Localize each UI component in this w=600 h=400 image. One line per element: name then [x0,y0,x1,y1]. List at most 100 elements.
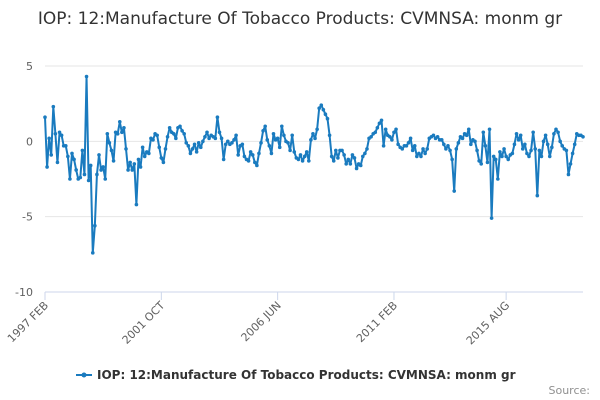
data-point[interactable] [394,127,398,132]
data-point[interactable] [178,124,182,129]
data-point[interactable] [539,154,544,159]
data-point[interactable] [383,127,388,132]
data-point[interactable] [296,157,301,162]
data-point[interactable] [74,168,78,172]
data-point[interactable] [59,133,64,138]
data-point[interactable] [157,145,162,150]
data-point[interactable] [493,157,498,162]
data-point[interactable] [147,151,151,156]
data-point[interactable] [516,138,521,142]
data-point[interactable] [103,177,108,181]
data-point[interactable] [581,135,585,139]
data-point[interactable] [57,130,62,135]
data-point[interactable] [232,138,236,142]
data-point[interactable] [363,151,367,156]
data-point[interactable] [136,157,141,162]
data-point[interactable] [406,141,411,145]
data-point[interactable] [464,133,469,138]
data-point[interactable] [483,144,488,148]
data-point[interactable] [319,103,324,107]
data-point[interactable] [504,154,508,159]
data-point[interactable] [527,154,531,159]
data-point[interactable] [234,133,238,138]
data-point[interactable] [51,104,56,109]
data-point[interactable] [396,142,400,147]
data-point[interactable] [523,142,527,147]
data-point[interactable] [300,159,305,163]
data-point[interactable] [255,163,259,168]
data-point[interactable] [93,223,97,228]
data-point[interactable] [340,148,344,153]
data-point[interactable] [207,136,211,141]
data-point[interactable] [331,159,336,163]
data-point[interactable] [194,150,199,154]
data-point[interactable] [280,124,284,129]
data-point[interactable] [248,150,253,154]
data-point[interactable] [350,153,355,157]
data-point[interactable] [487,127,492,132]
data-point[interactable] [512,142,517,147]
data-point[interactable] [344,162,349,166]
data-point[interactable] [236,153,240,157]
data-point[interactable] [205,130,209,135]
data-point[interactable] [230,141,234,145]
data-point[interactable] [246,159,251,163]
data-point[interactable] [90,251,95,255]
data-point[interactable] [226,139,230,144]
data-point[interactable] [570,151,575,156]
data-point[interactable] [257,151,261,156]
data-point[interactable] [537,148,542,153]
data-point[interactable] [221,157,226,162]
data-point[interactable] [552,132,556,136]
data-point[interactable] [151,138,155,142]
legend[interactable]: IOP: 12:Manufacture Of Tobacco Products:… [76,368,516,382]
data-point[interactable] [346,157,351,162]
data-point[interactable] [219,136,224,141]
data-point[interactable] [442,142,446,147]
data-point[interactable] [242,154,247,159]
data-point[interactable] [263,124,267,129]
data-point[interactable] [419,154,423,159]
data-point[interactable] [259,141,263,145]
data-point[interactable] [167,125,172,130]
data-point[interactable] [180,128,184,133]
data-point[interactable] [267,144,272,148]
data-point[interactable] [304,150,309,154]
data-point[interactable] [388,135,392,139]
data-point[interactable] [265,138,270,142]
data-point[interactable] [417,151,421,156]
data-point[interactable] [408,136,413,141]
data-point[interactable] [277,145,282,150]
data-point[interactable] [373,130,378,135]
data-point[interactable] [431,133,436,138]
data-point[interactable] [171,132,176,136]
data-point[interactable] [572,142,577,147]
data-point[interactable] [49,153,54,157]
data-point[interactable] [84,74,89,79]
data-point[interactable] [365,147,369,151]
data-point[interactable] [117,119,122,124]
data-point[interactable] [99,168,103,172]
data-point[interactable] [286,141,290,145]
data-point[interactable] [547,154,552,159]
data-point[interactable] [261,128,265,133]
data-point[interactable] [377,121,382,126]
data-point[interactable] [88,163,93,168]
data-point[interactable] [543,133,548,138]
data-point[interactable] [307,159,311,163]
data-point[interactable] [215,115,220,120]
data-point[interactable] [425,147,430,151]
data-point[interactable] [506,157,511,162]
data-point[interactable] [531,130,535,135]
data-point[interactable] [435,135,440,139]
data-point[interactable] [525,151,529,156]
data-point[interactable] [564,148,569,153]
data-point[interactable] [134,202,139,207]
data-point[interactable] [213,136,218,141]
data-point[interactable] [309,138,313,142]
data-point[interactable] [82,172,87,177]
data-point[interactable] [130,168,135,172]
data-point[interactable] [128,160,132,165]
data-point[interactable] [568,162,573,166]
data-point[interactable] [111,159,116,163]
